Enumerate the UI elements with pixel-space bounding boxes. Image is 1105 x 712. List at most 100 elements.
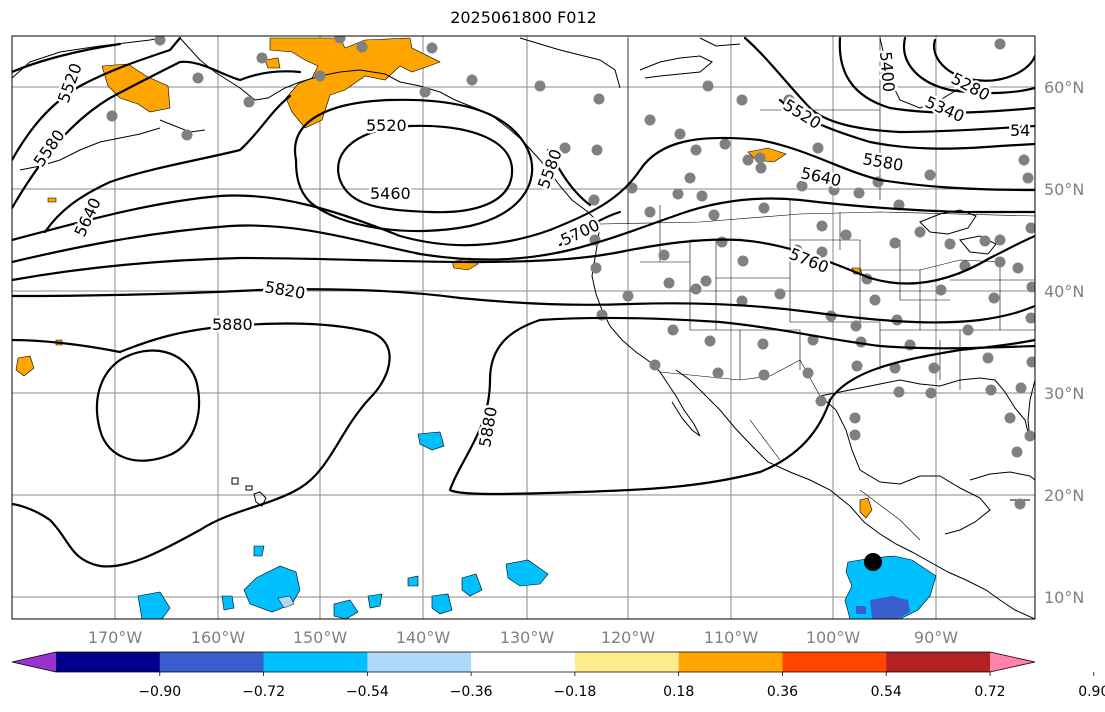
station-dot bbox=[869, 294, 881, 306]
station-dot bbox=[736, 295, 748, 307]
map-title: 2025061800 F012 bbox=[450, 8, 597, 27]
colorbar-tick-label: −0.72 bbox=[242, 684, 285, 700]
station-dot bbox=[914, 226, 926, 238]
station-dot bbox=[774, 288, 786, 300]
station-dot bbox=[667, 324, 679, 336]
colorbar-tick-labels: −0.90 −0.72 −0.54 −0.36 −0.18 0.18 0.36 0.54 0.7… bbox=[138, 672, 1105, 700]
station-dot bbox=[658, 249, 670, 261]
map-frame bbox=[11, 35, 1036, 620]
station-dot bbox=[742, 154, 754, 166]
station-dot bbox=[674, 128, 686, 140]
station-markers bbox=[106, 36, 1035, 510]
station-dot bbox=[334, 36, 346, 44]
station-dot bbox=[979, 235, 991, 247]
station-dot bbox=[588, 194, 600, 206]
station-dot bbox=[716, 236, 728, 248]
colorbar-tick-label: −0.36 bbox=[450, 684, 493, 700]
colorbar-tick-label: −0.18 bbox=[553, 684, 596, 700]
station-dot bbox=[1025, 222, 1035, 234]
station-dot bbox=[925, 387, 937, 399]
station-dot bbox=[593, 93, 605, 105]
station-dot bbox=[893, 386, 905, 398]
station-dot bbox=[700, 275, 712, 287]
station-dot bbox=[758, 369, 770, 381]
station-dot bbox=[893, 199, 905, 211]
station-dot bbox=[1024, 430, 1035, 442]
lon-label: 130°W bbox=[500, 628, 555, 647]
station-dot bbox=[944, 238, 956, 250]
station-dot bbox=[1025, 312, 1035, 324]
station-dot bbox=[1012, 262, 1024, 274]
colorbar-segment bbox=[678, 652, 783, 672]
lon-label: 120°W bbox=[601, 628, 656, 647]
colorbar-segment bbox=[574, 652, 680, 672]
colorbar-tick-label: −0.90 bbox=[138, 684, 181, 700]
colorbar-tick-label: 0.54 bbox=[871, 684, 902, 700]
station-dot bbox=[1014, 498, 1026, 510]
colorbar-extend-max bbox=[990, 652, 1035, 672]
station-dot bbox=[1004, 412, 1016, 424]
station-dot bbox=[924, 169, 936, 181]
station-dot bbox=[702, 80, 714, 92]
station-dot bbox=[853, 187, 865, 199]
station-dot bbox=[807, 334, 819, 346]
lon-label: 100°W bbox=[806, 628, 861, 647]
colorbar-tick-label: −0.54 bbox=[346, 684, 389, 700]
colorbar-segment bbox=[159, 652, 265, 672]
station-dot bbox=[737, 255, 749, 267]
colorbar-segment bbox=[471, 652, 576, 672]
station-dot bbox=[1015, 382, 1027, 394]
station-dot bbox=[1026, 281, 1035, 293]
lon-label: 170°W bbox=[88, 628, 143, 647]
colorbar-tick-label: 0.36 bbox=[767, 684, 798, 700]
station-dot bbox=[840, 229, 852, 241]
station-dot bbox=[1018, 154, 1030, 166]
lat-label: 40°N bbox=[1044, 282, 1084, 301]
lon-label: 90°W bbox=[914, 628, 958, 647]
station-dot bbox=[982, 352, 994, 364]
station-dot bbox=[783, 94, 795, 106]
lat-label: 20°N bbox=[1044, 486, 1084, 505]
station-dot bbox=[850, 320, 862, 332]
station-dot bbox=[849, 412, 861, 424]
colorbar-segment bbox=[367, 652, 472, 672]
storm-marker bbox=[864, 553, 882, 571]
anomaly-negative-shading bbox=[137, 431, 937, 619]
station-dot bbox=[192, 72, 204, 84]
station-dot bbox=[1011, 446, 1023, 458]
lon-label: 140°W bbox=[396, 628, 451, 647]
station-dot bbox=[736, 94, 748, 106]
station-dot bbox=[419, 86, 431, 98]
station-dot bbox=[684, 172, 696, 184]
station-dot bbox=[590, 262, 602, 274]
contour-label-5400: 5400 bbox=[876, 51, 898, 93]
station-dot bbox=[663, 277, 675, 289]
station-dot bbox=[928, 362, 940, 374]
station-dot bbox=[690, 144, 702, 156]
station-dot bbox=[802, 367, 814, 379]
station-dot bbox=[994, 256, 1006, 268]
station-dot bbox=[757, 338, 769, 350]
contour-label-5880-west: 5880 bbox=[212, 315, 253, 334]
station-dot bbox=[889, 362, 901, 374]
colorbar-segment bbox=[263, 652, 368, 672]
political-borders bbox=[599, 36, 1035, 541]
station-dot bbox=[755, 162, 767, 174]
station-dot bbox=[891, 314, 903, 326]
station-dot bbox=[812, 142, 824, 154]
longitude-labels: 170°W 160°W 150°W 140°W 130°W 120°W 110°W 100°W… bbox=[88, 628, 958, 647]
station-dot bbox=[708, 209, 720, 221]
station-dot bbox=[758, 202, 770, 214]
station-dot bbox=[622, 290, 634, 302]
station-dot bbox=[988, 292, 1000, 304]
gridlines bbox=[12, 36, 1035, 619]
lat-label: 50°N bbox=[1044, 180, 1084, 199]
lon-label: 150°W bbox=[293, 628, 348, 647]
station-dot bbox=[106, 110, 118, 122]
station-dot bbox=[851, 360, 863, 372]
station-dot bbox=[256, 52, 268, 64]
station-dot bbox=[994, 38, 1006, 50]
station-dot bbox=[591, 144, 603, 156]
station-dot bbox=[466, 74, 478, 86]
lat-label: 30°N bbox=[1044, 384, 1084, 403]
